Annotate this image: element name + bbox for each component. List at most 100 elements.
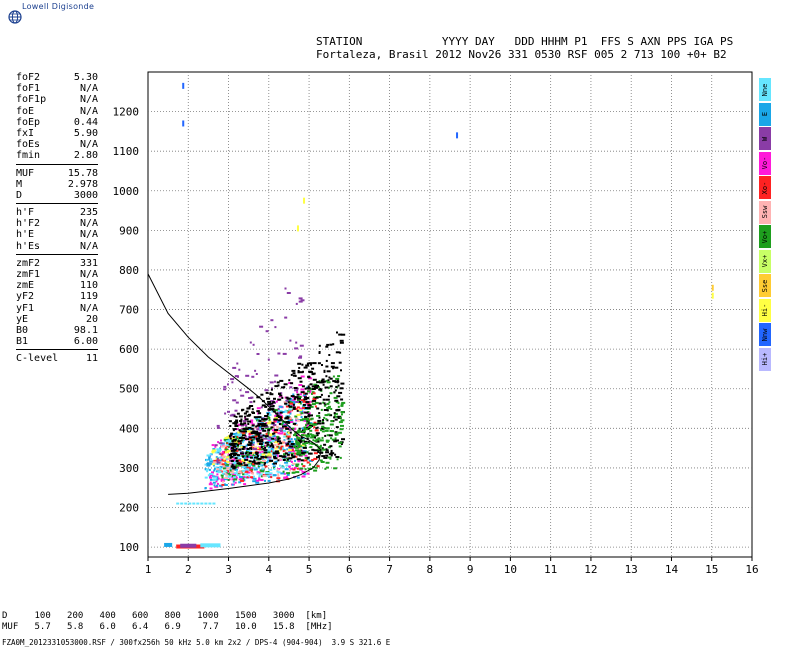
echo-point: [233, 433, 236, 435]
echo-point: [234, 457, 238, 460]
echo-point: [285, 464, 289, 467]
echo-point: [306, 420, 310, 423]
y-tick-label: 1200: [113, 106, 140, 119]
echo-point: [264, 405, 268, 408]
echo-point: [258, 419, 262, 422]
echo-point: [258, 443, 263, 445]
echo-point: [229, 437, 232, 440]
echo-point: [323, 443, 327, 446]
echo-point: [216, 473, 219, 476]
echo-point: [302, 446, 307, 449]
echo-point: [297, 397, 301, 400]
echo-point: [257, 451, 262, 454]
echo-point: [307, 404, 311, 407]
echo-point: [209, 481, 212, 484]
echo-point: [323, 402, 326, 405]
echo-point: [303, 426, 307, 429]
echo-point: [235, 419, 239, 422]
echo-point: [325, 345, 329, 348]
echo-point: [208, 455, 211, 458]
param-key: fxI: [16, 127, 35, 139]
echo-point: [212, 481, 216, 484]
echo-point: [339, 341, 344, 344]
echo-point: [300, 436, 303, 439]
param-key: MUF: [16, 167, 35, 179]
echo-point: [323, 456, 328, 459]
echo-point: [226, 466, 231, 469]
echo-point: [309, 429, 313, 432]
echo-point: [299, 355, 303, 358]
echo-point: [330, 365, 335, 368]
echo-point: [296, 406, 300, 409]
echo-point: [270, 450, 273, 453]
legend-label: W: [761, 136, 769, 141]
echo-point: [260, 461, 264, 464]
echo-point: [259, 435, 263, 438]
echo-point: [304, 428, 309, 431]
echo-point: [251, 423, 255, 426]
echo-point: [307, 413, 310, 416]
echo-point: [224, 448, 229, 451]
header: STATION YYYY DAY DDD HHHM P1 FFS S AXN P…: [316, 35, 733, 61]
echo-point: [218, 442, 223, 445]
echo-point: [256, 410, 260, 413]
echo-point: [306, 421, 309, 424]
echo-point: [235, 401, 239, 404]
echo-point: [337, 375, 341, 378]
echo-point: [243, 423, 247, 426]
echo-point: [313, 449, 318, 452]
echo-point: [295, 465, 299, 467]
echo-point: [216, 457, 219, 460]
echo-point: [216, 478, 219, 481]
echo-point: [233, 442, 237, 445]
echo-point: [323, 427, 326, 430]
echo-point: [283, 477, 288, 479]
echo-point: [231, 440, 234, 443]
echo-point: [256, 471, 260, 474]
echo-point: [249, 476, 254, 479]
echo-point: [226, 450, 231, 452]
echo-point: [240, 477, 244, 480]
echo-point: [294, 452, 298, 455]
echo-point: [234, 421, 237, 423]
echo-point: [314, 405, 317, 408]
echo-point: [268, 404, 272, 407]
echo-point: [252, 464, 256, 467]
echo-point: [333, 412, 336, 415]
echo-point: [254, 369, 257, 372]
echo-point: [247, 455, 251, 458]
echo-point: [223, 438, 228, 441]
echo-point: [258, 436, 263, 439]
echo-point: [324, 434, 327, 437]
echo-point: [341, 333, 346, 336]
echo-point: [332, 367, 335, 370]
e-layer-echo: [196, 502, 200, 505]
e-layer-echo: [176, 502, 180, 505]
echo-point: [279, 447, 283, 450]
echo-point: [273, 468, 276, 470]
echo-point: [298, 297, 303, 300]
echo-point: [223, 484, 228, 486]
echo-point: [312, 378, 317, 381]
echo-point: [290, 438, 293, 441]
echo-point: [295, 417, 299, 420]
echo-point: [285, 475, 288, 478]
echo-point: [312, 392, 316, 395]
echo-point: [299, 393, 302, 396]
echo-point: [260, 438, 264, 441]
echo-point: [209, 462, 213, 465]
echo-point: [226, 463, 230, 466]
echo-point: [257, 461, 261, 464]
echo-point: [324, 429, 329, 432]
echo-point: [216, 426, 220, 429]
echo-point: [273, 457, 278, 460]
echo-point: [204, 468, 207, 471]
echo-point: [306, 456, 310, 459]
echo-point: [269, 434, 273, 437]
echo-point: [336, 395, 341, 398]
echo-point: [293, 434, 296, 437]
echo-point: [256, 440, 261, 443]
echo-point: [218, 462, 221, 465]
echo-point: [269, 421, 273, 424]
echo-point: [244, 415, 247, 418]
